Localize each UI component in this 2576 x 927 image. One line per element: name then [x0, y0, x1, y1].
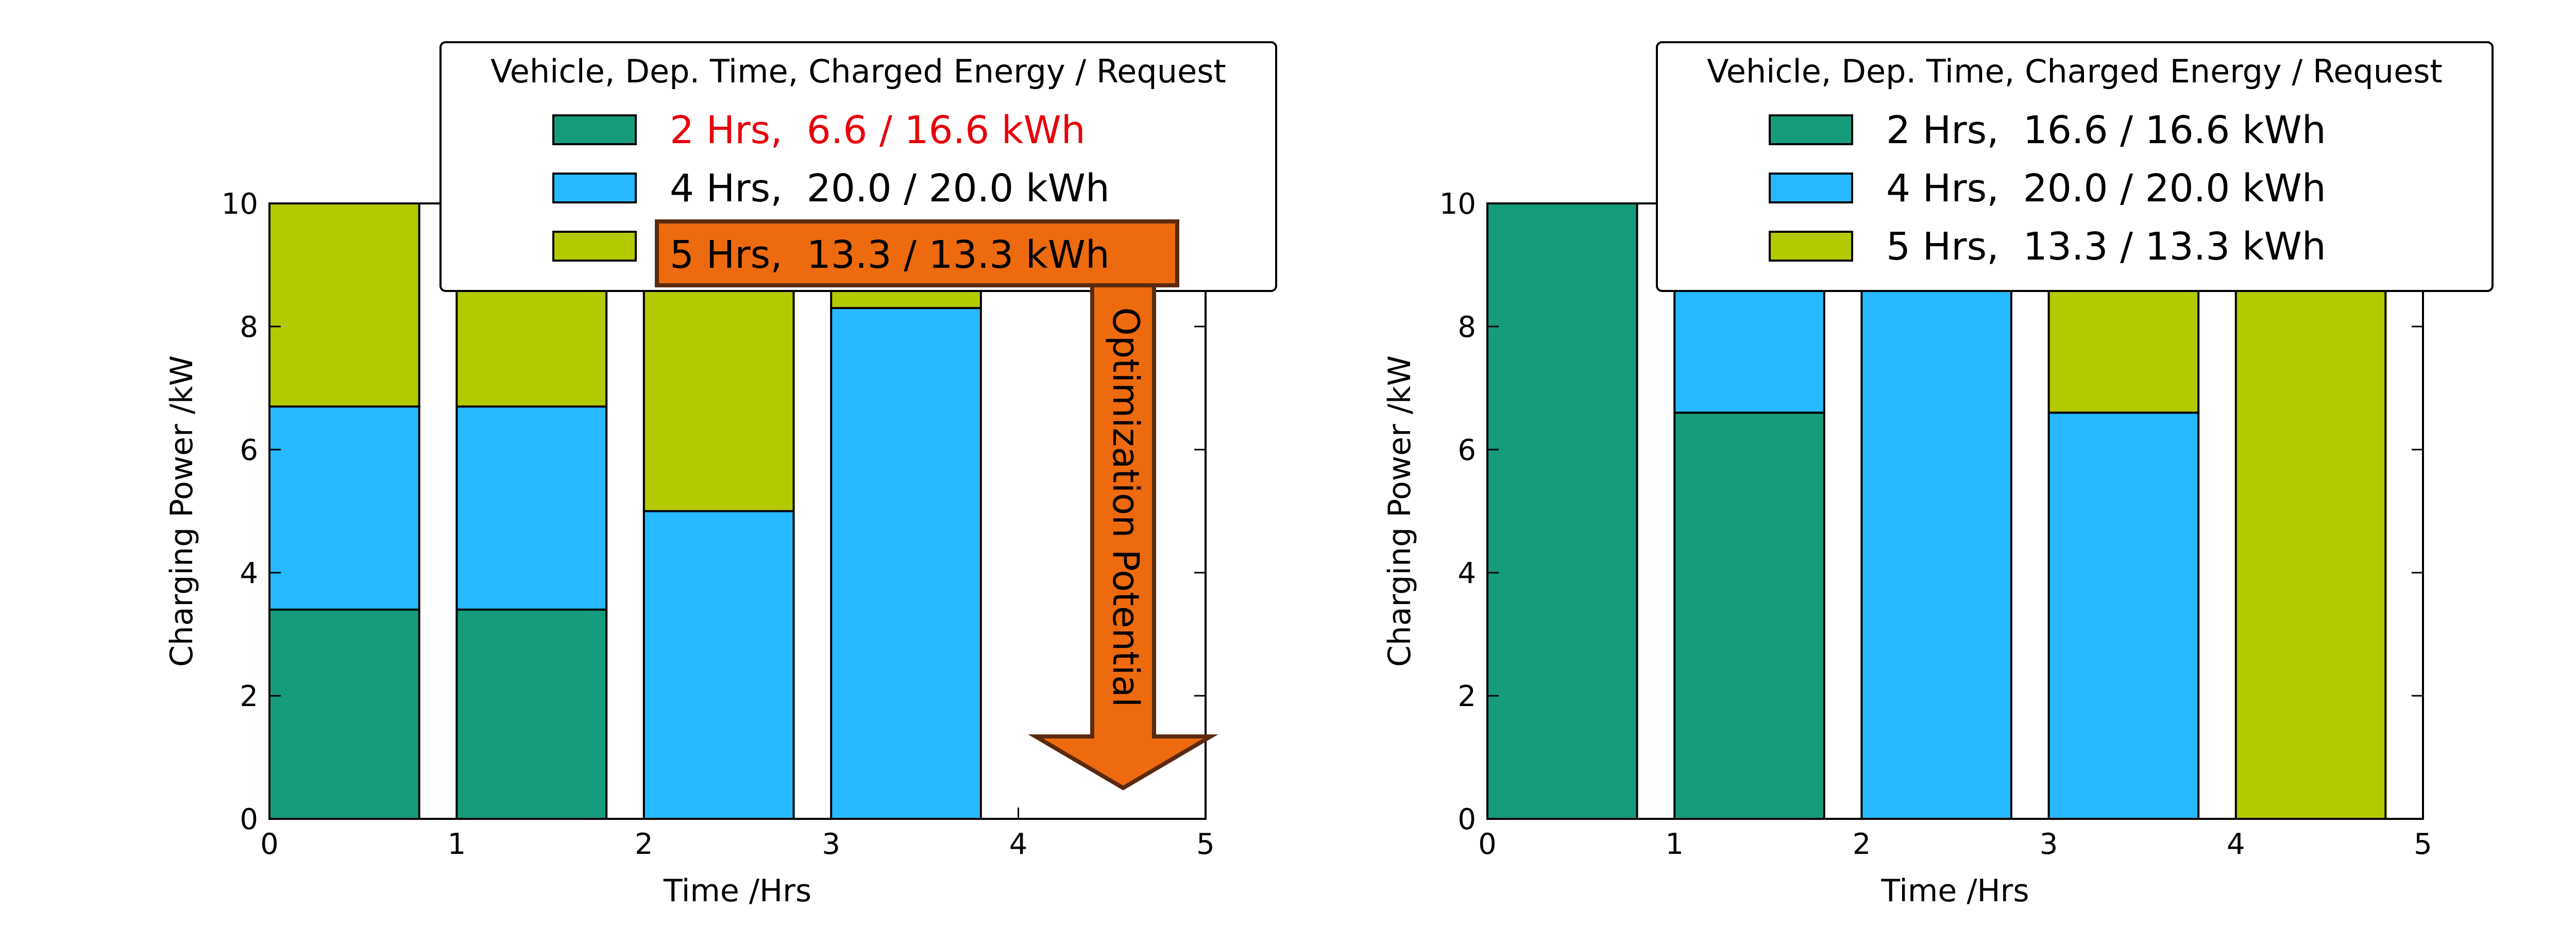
x-tick-label: 2 [635, 828, 653, 861]
x-tick-label: 1 [1665, 828, 1684, 861]
y-axis-label: Charging Power /kW [164, 355, 200, 667]
x-tick-label: 5 [2414, 828, 2432, 861]
x-tick-label: 4 [1009, 828, 1028, 861]
x-tick-label: 0 [260, 828, 279, 861]
y-tick-label: 8 [1458, 311, 1476, 344]
x-tick-label: 1 [448, 828, 466, 861]
bar-segment [1486, 202, 1638, 820]
bar-segment [2047, 411, 2200, 820]
legend-entry: 5 Hrs, 13.3 / 13.3 kWh [1886, 225, 2326, 269]
bar-segment [642, 510, 795, 820]
legend-highlight: 5 Hrs, 13.3 / 13.3 kWh [655, 219, 1179, 287]
x-tick-label: 3 [822, 828, 840, 861]
x-tick-label: 2 [1853, 828, 1871, 861]
x-tick-label: 5 [1196, 828, 1215, 861]
bar-segment [268, 608, 420, 820]
x-tick-label: 4 [2227, 828, 2245, 861]
bar-segment [268, 405, 420, 611]
y-tick-label: 10 [1439, 187, 1476, 221]
y-tick-label: 6 [240, 434, 258, 467]
y-tick-label: 6 [1458, 434, 1476, 467]
x-tick-label: 3 [2040, 828, 2058, 861]
bar-segment [268, 202, 420, 408]
bars [268, 202, 982, 820]
y-tick-label: 2 [240, 680, 258, 713]
y-tick-label: 0 [240, 803, 258, 836]
x-tick-label: 0 [1478, 828, 1497, 861]
chart-panel-2: 0 1 2 3 4 5 0 2 4 6 8 10 Time /Hrs Charging Power /kW… [1382, 41, 2494, 909]
legend-entry: 4 Hrs, 20.0 / 20.0 kWh [670, 166, 1110, 211]
legend-title: Vehicle, Dep. Time, Charged Energy / Req… [490, 53, 1226, 90]
legend: Vehicle, Dep. Time, Charged Energy / Req… [1656, 41, 2494, 292]
bar-segment [455, 608, 608, 820]
x-axis-label: Time /Hrs [663, 873, 811, 909]
arrow-label: Optimization Potential [1105, 307, 1147, 708]
bar-segment [1860, 202, 2012, 820]
y-tick-label: 4 [240, 557, 258, 590]
y-tick-label: 0 [1458, 803, 1476, 836]
x-axis-label: Time /Hrs [1880, 873, 2029, 909]
legend-swatch [552, 231, 637, 262]
y-tick-label: 10 [222, 187, 258, 221]
legend-entry: 4 Hrs, 20.0 / 20.0 kWh [1886, 166, 2326, 211]
legend-swatch [1769, 231, 1853, 262]
legend-entry: 2 Hrs, 16.6 / 16.6 kWh [1886, 108, 2326, 152]
bar-segment [1673, 411, 1825, 820]
optimization-arrow: Optimization Potential [1028, 279, 1218, 791]
bar-segment [455, 405, 608, 611]
arrow-shape [1028, 279, 1218, 791]
y-tick-label: 8 [240, 311, 258, 344]
legend-swatch [552, 173, 637, 203]
highlight-box [655, 219, 1179, 287]
bar-segment [2234, 202, 2387, 820]
highlighted-legend-entry: 5 Hrs, 13.3 / 13.3 kWh [670, 233, 1110, 277]
legend-swatch [1769, 114, 1853, 145]
legend-title: Vehicle, Dep. Time, Charged Energy / Req… [1707, 53, 2443, 90]
legend-swatch [552, 114, 637, 145]
legend-swatch [1769, 173, 1853, 203]
y-axis-label: Charging Power /kW [1382, 355, 1418, 667]
y-tick-label: 4 [1458, 557, 1476, 590]
legend-box [1656, 41, 2494, 292]
legend-entry: 2 Hrs, 6.6 / 16.6 kWh [670, 108, 1086, 152]
chart-panel-1: 0 1 2 3 4 5 0 2 4 6 8 10 Time /Hrs Charging Power /kW… [164, 41, 1277, 909]
y-tick-label: 2 [1458, 680, 1476, 713]
bars [1486, 202, 2387, 820]
bar-segment [830, 307, 982, 820]
